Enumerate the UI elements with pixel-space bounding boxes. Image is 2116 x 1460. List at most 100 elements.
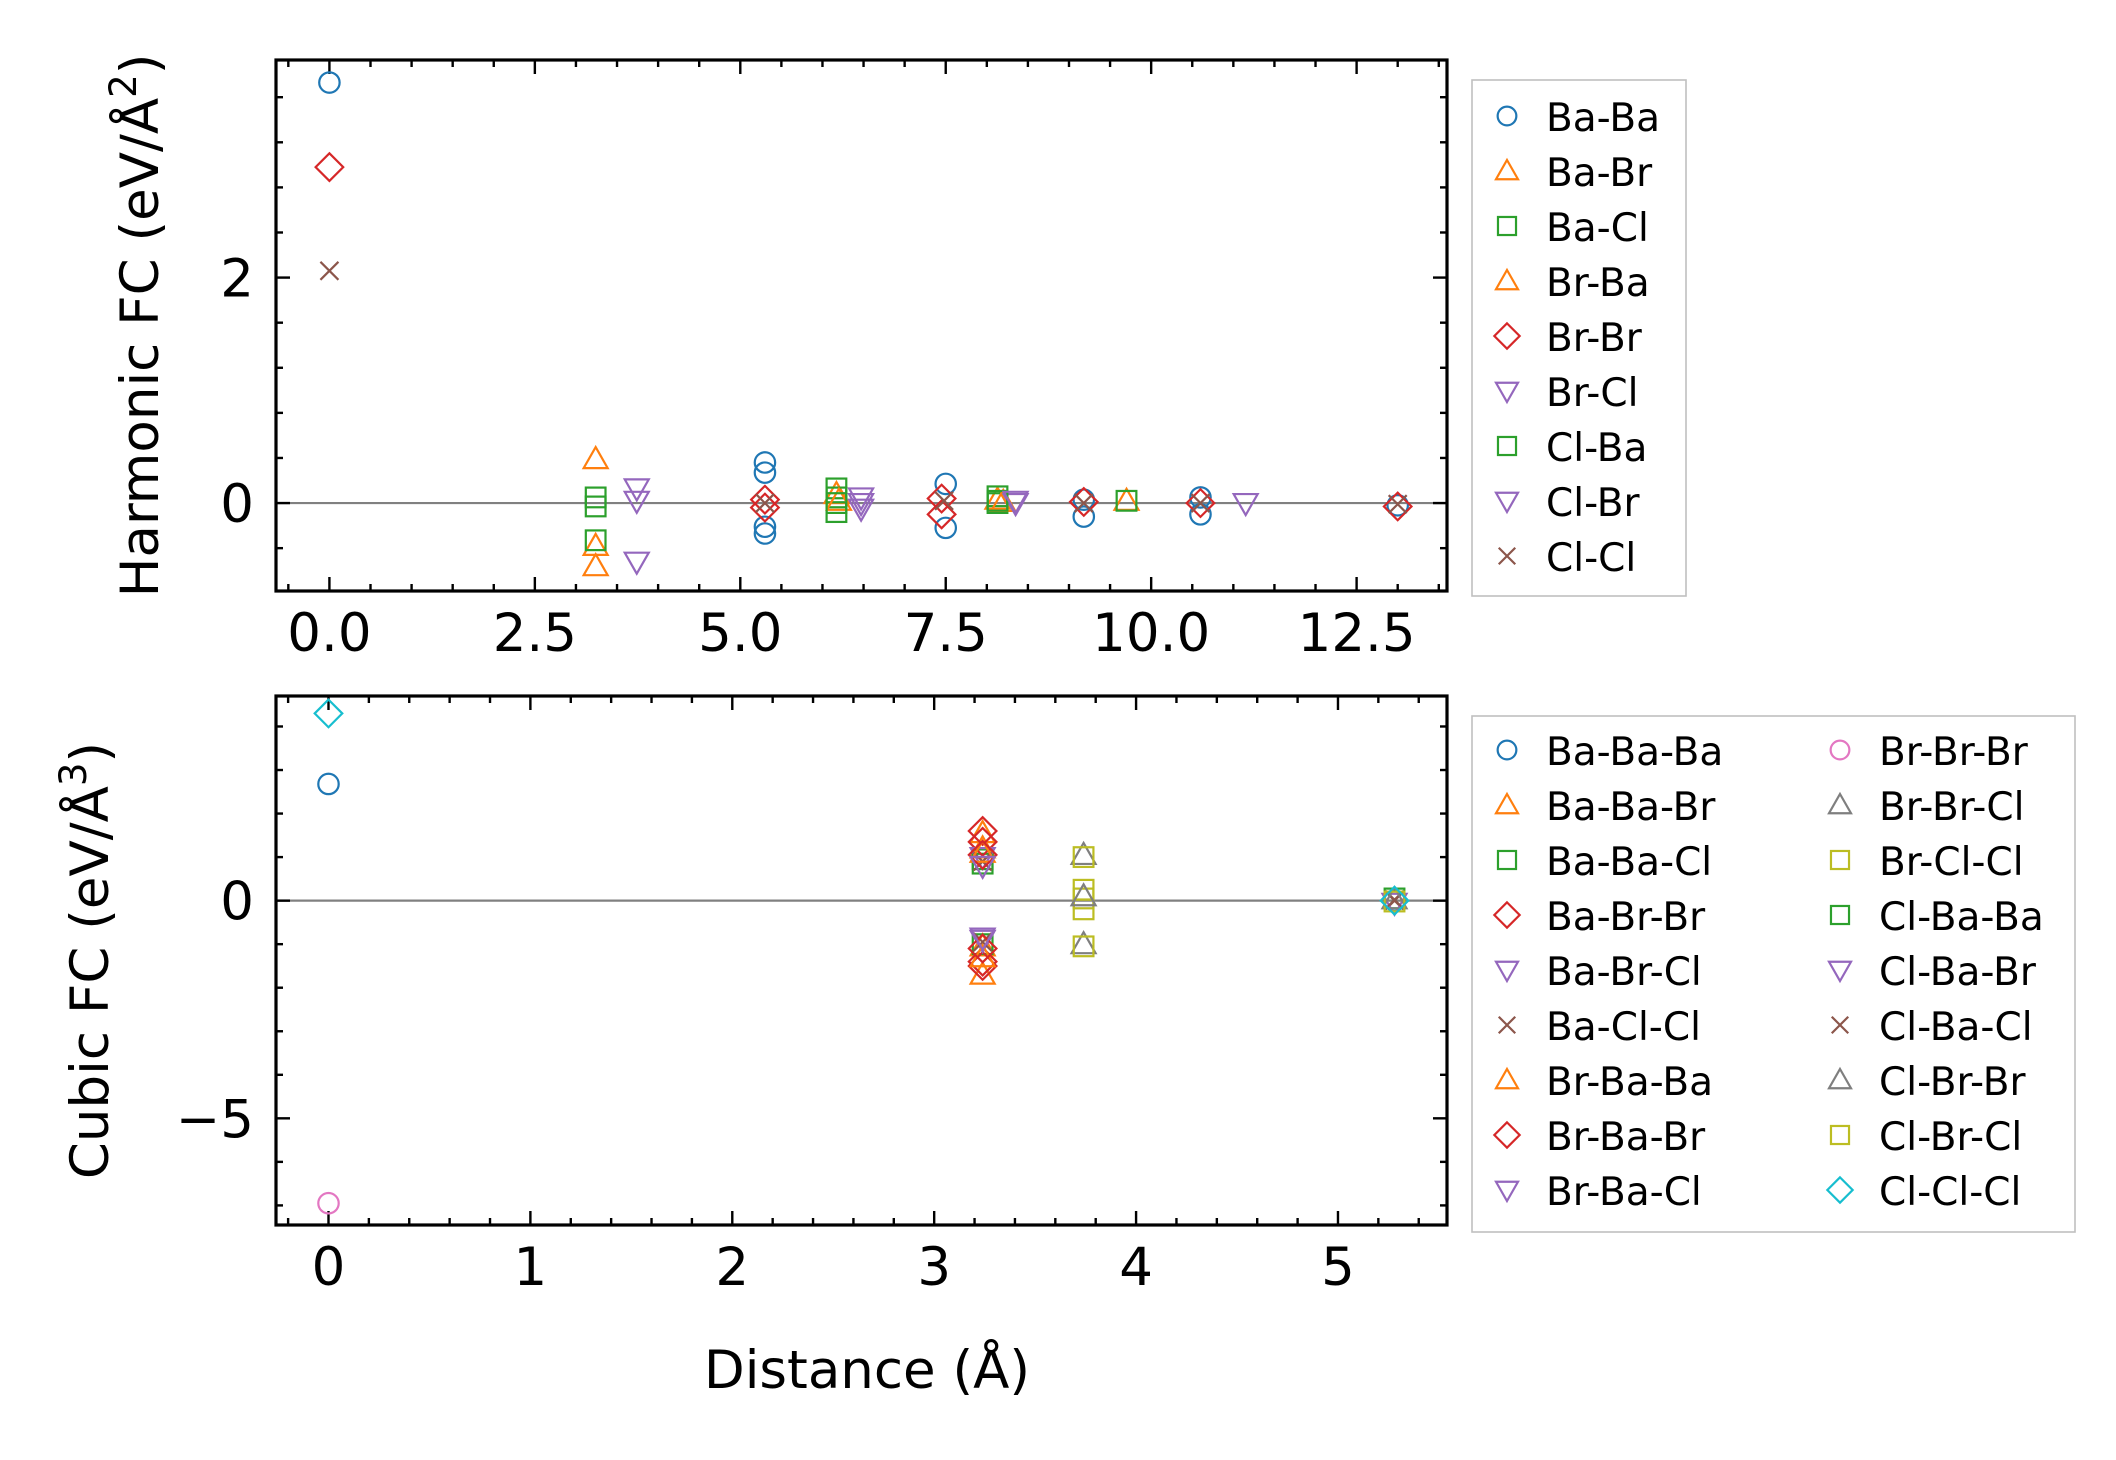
legend-marker-ba-ba-cl — [1496, 849, 1518, 871]
legend: Ba-Ba-Ba Ba-Ba-Br Ba-Ba-Cl Ba-Br-Br Ba-Br-Cl… — [1471, 715, 2076, 1233]
legend-item-cl-br-cl: Cl-Br-Cl — [1829, 1115, 2022, 1160]
series-cl-cl-cl — [313, 698, 1410, 916]
data-point-br-cl-cl — [1072, 935, 1095, 958]
x-axis-label: Distance (Å) — [704, 1337, 1030, 1401]
data-point-br-cl — [1231, 492, 1260, 518]
legend-item-cl-ba: Cl-Ba — [1496, 426, 1647, 471]
legend-marker-ba-ba-ba — [1496, 739, 1518, 761]
legend-marker-cl-ba-cl — [1830, 1015, 1850, 1035]
data-point-ba-br-br — [967, 815, 998, 847]
legend-item-cl-cl: Cl-Cl — [1497, 536, 1636, 581]
legend-item-br-ba-cl: Br-Ba-Cl — [1494, 1170, 1702, 1215]
data-point-br-ba-cl — [968, 855, 997, 881]
legend-label: Ba-Br-Cl — [1546, 950, 1702, 995]
y-axis-label: Cubic FC (eV/Å3) — [52, 742, 121, 1179]
legend-marker-cl-cl — [1497, 546, 1517, 566]
data-point-br-ba-ba — [968, 838, 997, 863]
legend-item-cl-ba-cl: Cl-Ba-Cl — [1830, 1005, 2033, 1050]
legend-label: Ba-Br-Br — [1546, 895, 1706, 940]
legend-label: Ba-Ba-Cl — [1546, 840, 1712, 885]
legend-label: Br-Br-Br — [1879, 730, 2029, 775]
data-point-ba-br — [983, 485, 1012, 510]
data-point-ba-br-br — [967, 826, 998, 858]
legend-label: Ba-Br — [1546, 151, 1653, 196]
data-point-br-br — [1185, 487, 1216, 519]
data-point-br-br — [749, 484, 781, 516]
x-tick-label: 2 — [715, 1237, 749, 1298]
data-point-ba-br-cl — [968, 846, 997, 872]
series-br-ba-br — [967, 839, 998, 964]
legend-label: Br-Cl — [1546, 371, 1638, 416]
y-axis-label: Harmonic FC (eV/Å2) — [102, 54, 171, 598]
legend-label: Br-Br-Cl — [1879, 785, 2024, 830]
legend-marker-cl-ba-br — [1827, 960, 1853, 984]
legend-marker-br-ba-ba — [1494, 1066, 1520, 1090]
legend-marker-ba-br — [1494, 157, 1520, 181]
legend-label: Cl-Cl — [1546, 536, 1636, 581]
legend-item-cl-ba-br: Cl-Ba-Br — [1827, 950, 2037, 995]
series-ba-ba — [318, 71, 1409, 545]
legend-marker-ba-br-cl — [1494, 960, 1520, 984]
legend-marker-br-cl — [1494, 381, 1520, 405]
legend-marker-ba-ba-br — [1494, 791, 1520, 815]
x-tick-label: 3 — [917, 1237, 951, 1298]
x-tick-label: 2.5 — [493, 603, 577, 664]
data-point-ba-ba-ba — [317, 772, 340, 796]
legend-marker-br-ba-cl — [1494, 1180, 1520, 1204]
data-points — [314, 71, 1414, 577]
data-point-ba-cl — [1115, 489, 1138, 512]
legend-label: Ba-Cl — [1546, 206, 1649, 251]
legend-marker-ba-cl — [1496, 215, 1518, 237]
data-point-ba-ba — [1189, 486, 1212, 509]
legend-marker-br-ba — [1494, 267, 1520, 291]
data-point-ba-ba — [1072, 505, 1096, 528]
legend-label: Cl-Ba — [1546, 426, 1647, 471]
data-point-br-br-cl — [1069, 840, 1098, 866]
data-point-cl-cl-cl — [313, 698, 344, 729]
axes-frame — [274, 58, 1449, 593]
legend-marker-br-cl-cl — [1829, 849, 1851, 871]
legend-item-br-br-cl: Br-Br-Cl — [1827, 785, 2024, 830]
axis-ticks — [276, 60, 1447, 591]
data-point-ba-ba-br — [968, 932, 997, 957]
series-br-br-cl — [1069, 840, 1098, 955]
data-point-ba-cl-cl — [972, 932, 993, 952]
legend-item-br-ba-br: Br-Ba-Br — [1492, 1115, 1706, 1160]
data-point-cl-cl-cl — [1379, 885, 1410, 916]
data-point-cl-br — [847, 492, 875, 518]
legend-label: Ba-Ba — [1546, 96, 1660, 141]
legend-item-cl-cl-cl: Cl-Cl-Cl — [1825, 1170, 2021, 1215]
legend-label: Br-Cl-Cl — [1879, 840, 2024, 885]
data-point-ba-ba-cl — [971, 852, 994, 875]
x-tick-label: 7.5 — [904, 603, 988, 664]
data-point-cl-cl — [319, 261, 340, 281]
data-point-ba-ba — [753, 461, 777, 484]
data-point-ba-br — [581, 551, 610, 577]
legend-box — [1471, 715, 2076, 1233]
data-point-br-ba-cl — [968, 927, 997, 952]
data-point-br-cl — [622, 490, 651, 516]
legend-item-ba-cl-cl: Ba-Cl-Cl — [1497, 1005, 1701, 1050]
data-point-ba-ba — [318, 71, 341, 94]
legend-marker-br-ba-br — [1492, 1120, 1522, 1150]
x-tick-label: 5.0 — [698, 603, 782, 664]
data-point-cl-br-br — [1069, 882, 1098, 907]
legend-item-br-br-br: Br-Br-Br — [1829, 730, 2029, 775]
legend-item-ba-br-br: Ba-Br-Br — [1492, 895, 1706, 940]
legend-item-br-cl-cl: Br-Cl-Cl — [1829, 840, 2024, 885]
data-point-ba-ba — [1386, 494, 1409, 517]
data-point-br-br — [1068, 486, 1100, 518]
x-tick-label: 4 — [1119, 1237, 1153, 1298]
data-point-br-br — [749, 492, 781, 523]
series-cl-br-br — [1069, 882, 1409, 910]
series-br-br-br — [317, 1191, 340, 1215]
legend-label: Ba-Cl-Cl — [1546, 1005, 1701, 1050]
series-cl-br-cl — [1383, 890, 1406, 913]
data-point-cl-cl — [1190, 493, 1211, 513]
legend-label: Cl-Br-Br — [1879, 1060, 2026, 1105]
data-point-br-cl — [622, 478, 651, 503]
legend-item-cl-br: Cl-Br — [1494, 481, 1641, 526]
legend-marker-cl-br — [1494, 491, 1520, 515]
series-br-cl-cl — [1072, 846, 1095, 958]
